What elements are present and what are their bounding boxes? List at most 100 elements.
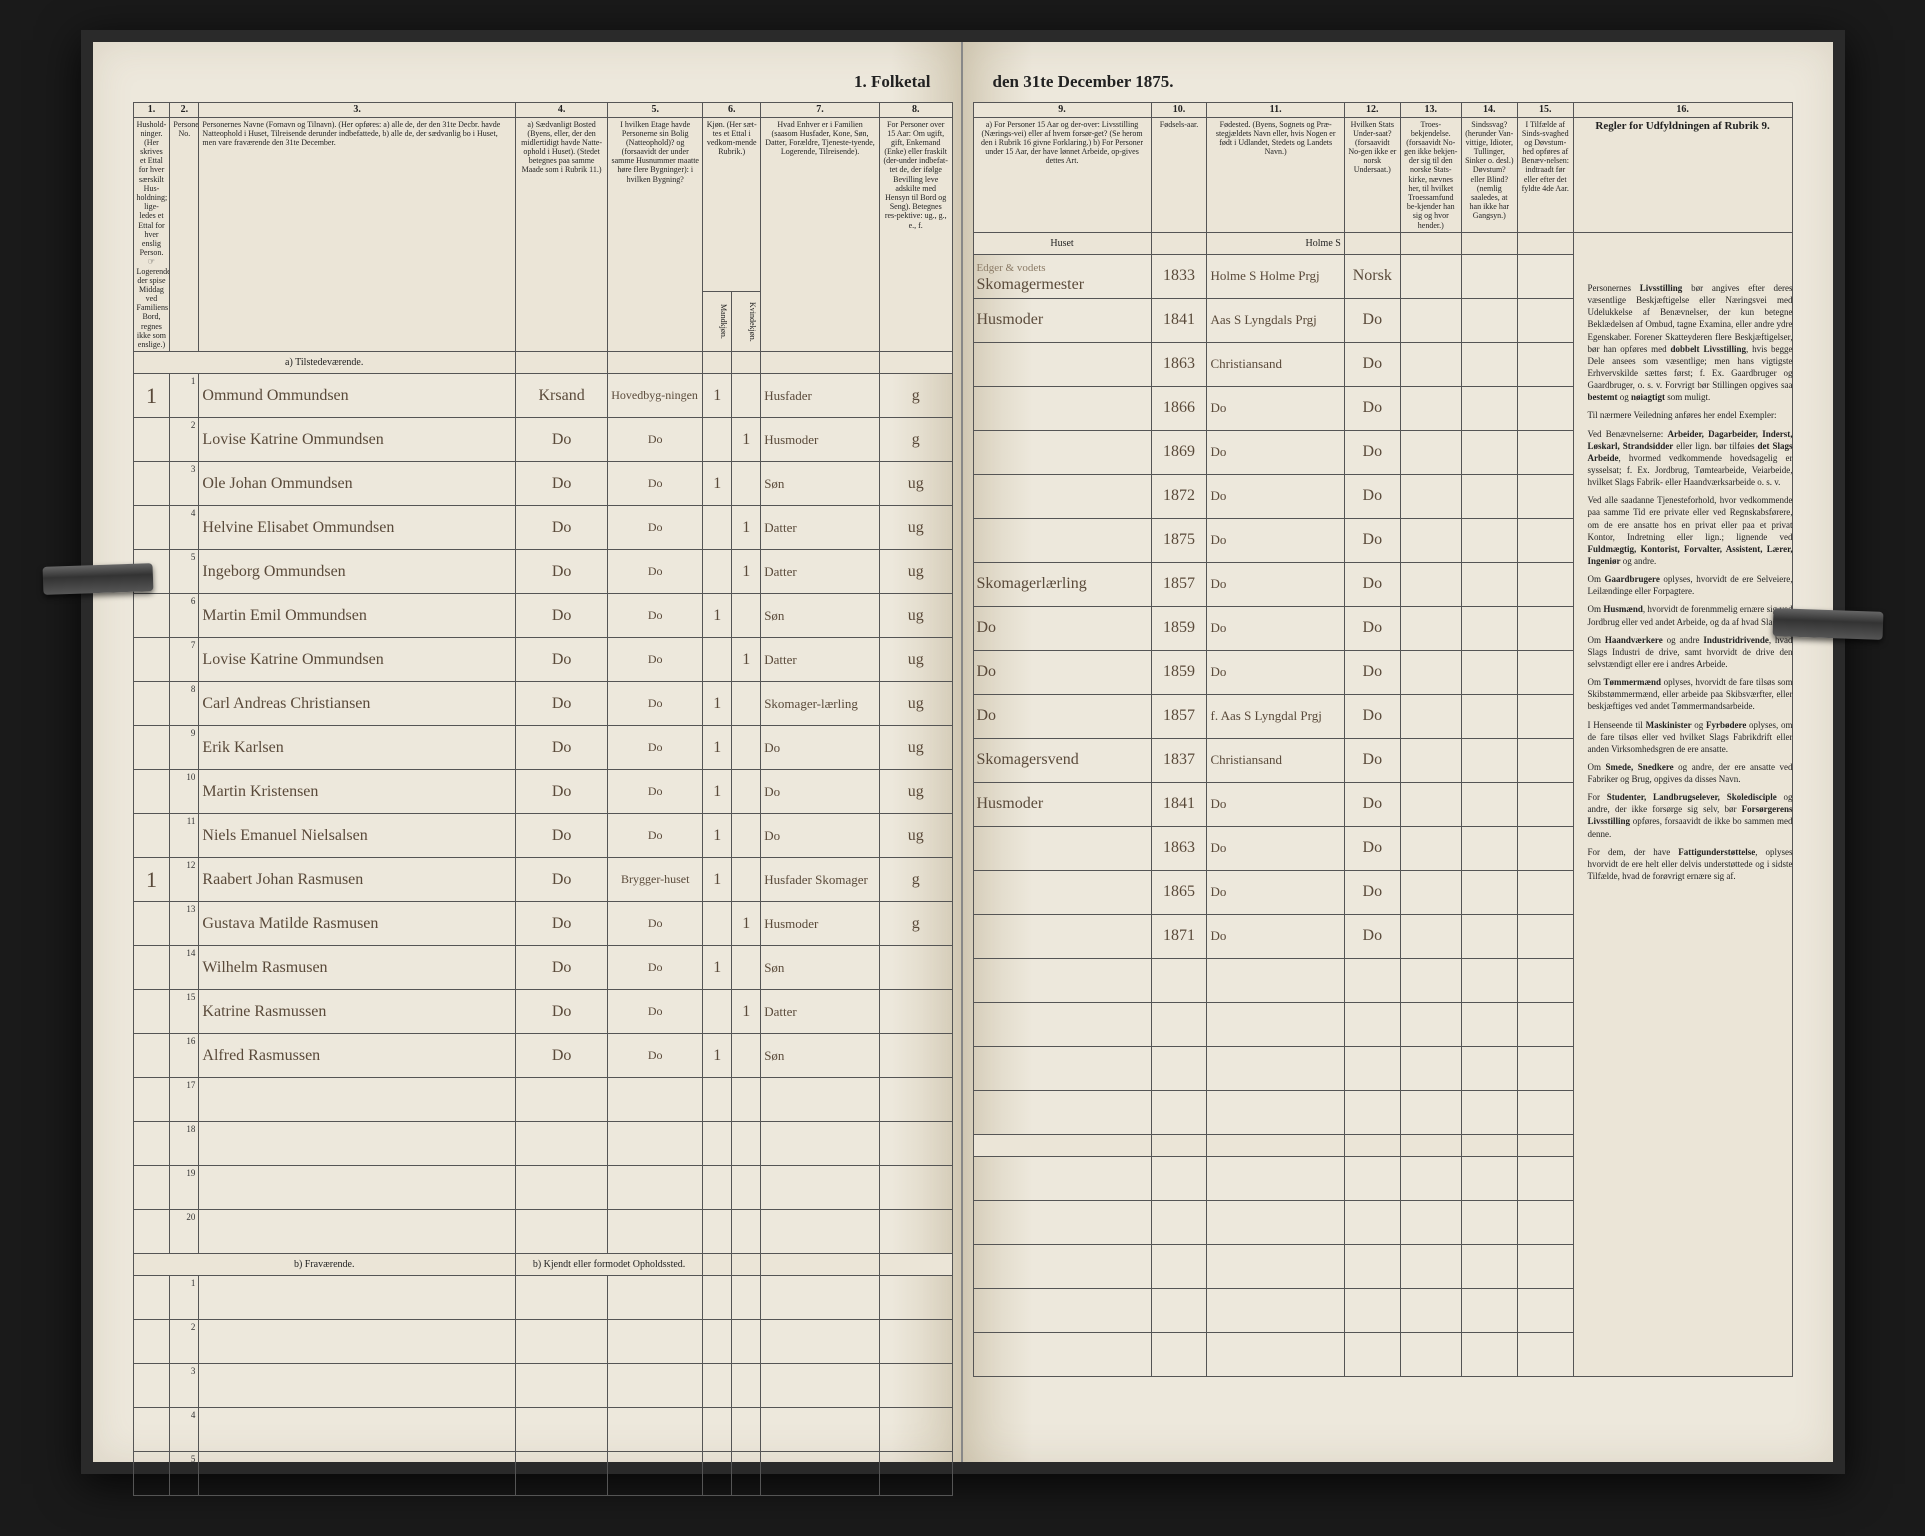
- cell-birthplace: Holme S Holme Prgj: [1207, 254, 1344, 298]
- cell-male: [703, 902, 732, 946]
- table-row: 11 Niels Emanuel Nielsalsen Do Do 1 Do u…: [133, 814, 952, 858]
- cell-floor: Do: [608, 462, 703, 506]
- cell-faith: [1400, 342, 1461, 386]
- table-row: 13 Gustava Matilde Rasmusen Do Do 1 Husm…: [133, 902, 952, 946]
- cell-person-no: 2: [170, 418, 199, 462]
- cell-male: [703, 550, 732, 594]
- cell-faith: [1400, 518, 1461, 562]
- cell-onset: [1517, 870, 1573, 914]
- cell-name: Lovise Katrine Ommundsen: [199, 418, 516, 462]
- cell-onset: [1517, 694, 1573, 738]
- cell-marital: ug: [879, 814, 952, 858]
- cell-nationality: Do: [1344, 914, 1400, 958]
- header-onset: I Tilfælde af Sinds-svaghed og Døvstum-h…: [1517, 117, 1573, 232]
- table-row: 14 Wilhelm Rasmusen Do Do 1 Søn: [133, 946, 952, 990]
- instruction-paragraph: I Henseende til Maskinister og Fyrbødere…: [1588, 719, 1793, 755]
- cell-birthplace: Do: [1207, 606, 1344, 650]
- cell-faith: [1400, 650, 1461, 694]
- cell-birthyear: 1837: [1151, 738, 1207, 782]
- table-row: 3 Ole Johan Ommundsen Do Do 1 Søn ug: [133, 462, 952, 506]
- cell-birthyear: 1841: [1151, 782, 1207, 826]
- cell-birthyear: 1857: [1151, 694, 1207, 738]
- header-disability: Sindssvag? (herunder Van-vittige, Idiote…: [1461, 117, 1517, 232]
- cell-birthplace: Christiansand: [1207, 342, 1344, 386]
- header-female: Kvindekjøn.: [732, 292, 761, 352]
- cell-faith: [1400, 782, 1461, 826]
- colnum-2: 2.: [170, 103, 199, 118]
- binder-clip-left: [42, 563, 153, 595]
- cell-residence: Do: [515, 770, 607, 814]
- cell-faith: [1400, 826, 1461, 870]
- cell-disability: [1461, 298, 1517, 342]
- cell-female: [732, 814, 761, 858]
- cell-faith: [1400, 386, 1461, 430]
- cell-birthyear: 1857: [1151, 562, 1207, 606]
- header-birthyear: Fødsels-aar.: [1151, 117, 1207, 232]
- cell-occupation: Do: [973, 606, 1151, 650]
- cell-birthyear: 1869: [1151, 430, 1207, 474]
- cell-name: Ommund Ommundsen: [199, 374, 516, 418]
- colnum-5: 5.: [608, 103, 703, 118]
- cell-relation: Husmoder: [761, 418, 880, 462]
- cell-marital: g: [879, 418, 952, 462]
- cell-marital: [879, 946, 952, 990]
- cell-occupation: Husmoder: [973, 298, 1151, 342]
- cell-faith: [1400, 914, 1461, 958]
- cell-faith: [1400, 254, 1461, 298]
- cell-residence: Do: [515, 990, 607, 1034]
- cell-birthplace: Do: [1207, 826, 1344, 870]
- page-title-right: den 31te December 1875.: [993, 72, 1174, 92]
- header-person-no: Personernes No.: [170, 117, 199, 352]
- cell-onset: [1517, 738, 1573, 782]
- cell-faith: [1400, 694, 1461, 738]
- cell-floor: Do: [608, 902, 703, 946]
- cell-relation: Søn: [761, 1034, 880, 1078]
- cell-birthplace: Do: [1207, 430, 1344, 474]
- cell-relation: Søn: [761, 946, 880, 990]
- cell-occupation: [973, 430, 1151, 474]
- cell-marital: g: [879, 858, 952, 902]
- cell-relation: Datter: [761, 638, 880, 682]
- cell-nationality: Do: [1344, 782, 1400, 826]
- cell-household: 1: [133, 374, 170, 418]
- cell-relation: Husmoder: [761, 902, 880, 946]
- cell-female: [732, 682, 761, 726]
- cell-birthplace: Aas S Lyngdals Prgj: [1207, 298, 1344, 342]
- cell-nationality: Do: [1344, 298, 1400, 342]
- cell-floor: Do: [608, 638, 703, 682]
- table-row-blank: 5: [133, 1452, 952, 1496]
- cell-birthyear: 1859: [1151, 606, 1207, 650]
- cell-nationality: Do: [1344, 870, 1400, 914]
- instructions-column: Personernes Livsstilling bør angives eft…: [1588, 282, 1793, 888]
- cell-name: Martin Emil Ommundsen: [199, 594, 516, 638]
- cell-marital: ug: [879, 770, 952, 814]
- cell-occupation: [973, 518, 1151, 562]
- cell-household: [133, 462, 170, 506]
- cell-onset: [1517, 518, 1573, 562]
- cell-residence: Do: [515, 726, 607, 770]
- table-row: 5 Ingeborg Ommundsen Do Do 1 Datter ug: [133, 550, 952, 594]
- cell-person-no: 5: [170, 550, 199, 594]
- table-row-blank: 4: [133, 1408, 952, 1452]
- cell-disability: [1461, 650, 1517, 694]
- cell-birthyear: 1866: [1151, 386, 1207, 430]
- cell-onset: [1517, 826, 1573, 870]
- cell-faith: [1400, 738, 1461, 782]
- cell-household: [133, 418, 170, 462]
- table-row: 15 Katrine Rasmussen Do Do 1 Datter: [133, 990, 952, 1034]
- cell-disability: [1461, 518, 1517, 562]
- cell-relation: Skomager-lærling: [761, 682, 880, 726]
- table-row: 16 Alfred Rasmussen Do Do 1 Søn: [133, 1034, 952, 1078]
- header-occupation: a) For Personer 15 Aar og der-over: Livs…: [973, 117, 1151, 232]
- census-table-left: 1. 2. 3. 4. 5. 6. 7. 8. Hushold- ninger.…: [133, 102, 953, 1496]
- table-row: 8 Carl Andreas Christiansen Do Do 1 Skom…: [133, 682, 952, 726]
- table-row-blank: 17: [133, 1078, 952, 1122]
- header-residence: a) Sædvanligt Bosted (Byens, eller, der …: [515, 117, 607, 352]
- cell-onset: [1517, 782, 1573, 826]
- cell-male: 1: [703, 946, 732, 990]
- cell-person-no: 3: [170, 462, 199, 506]
- cell-residence: Do: [515, 418, 607, 462]
- cell-nationality: Do: [1344, 430, 1400, 474]
- section-b-residence-label: b) Kjendt eller formodet Opholdssted.: [515, 1254, 702, 1276]
- colnum-15: 15.: [1517, 103, 1573, 118]
